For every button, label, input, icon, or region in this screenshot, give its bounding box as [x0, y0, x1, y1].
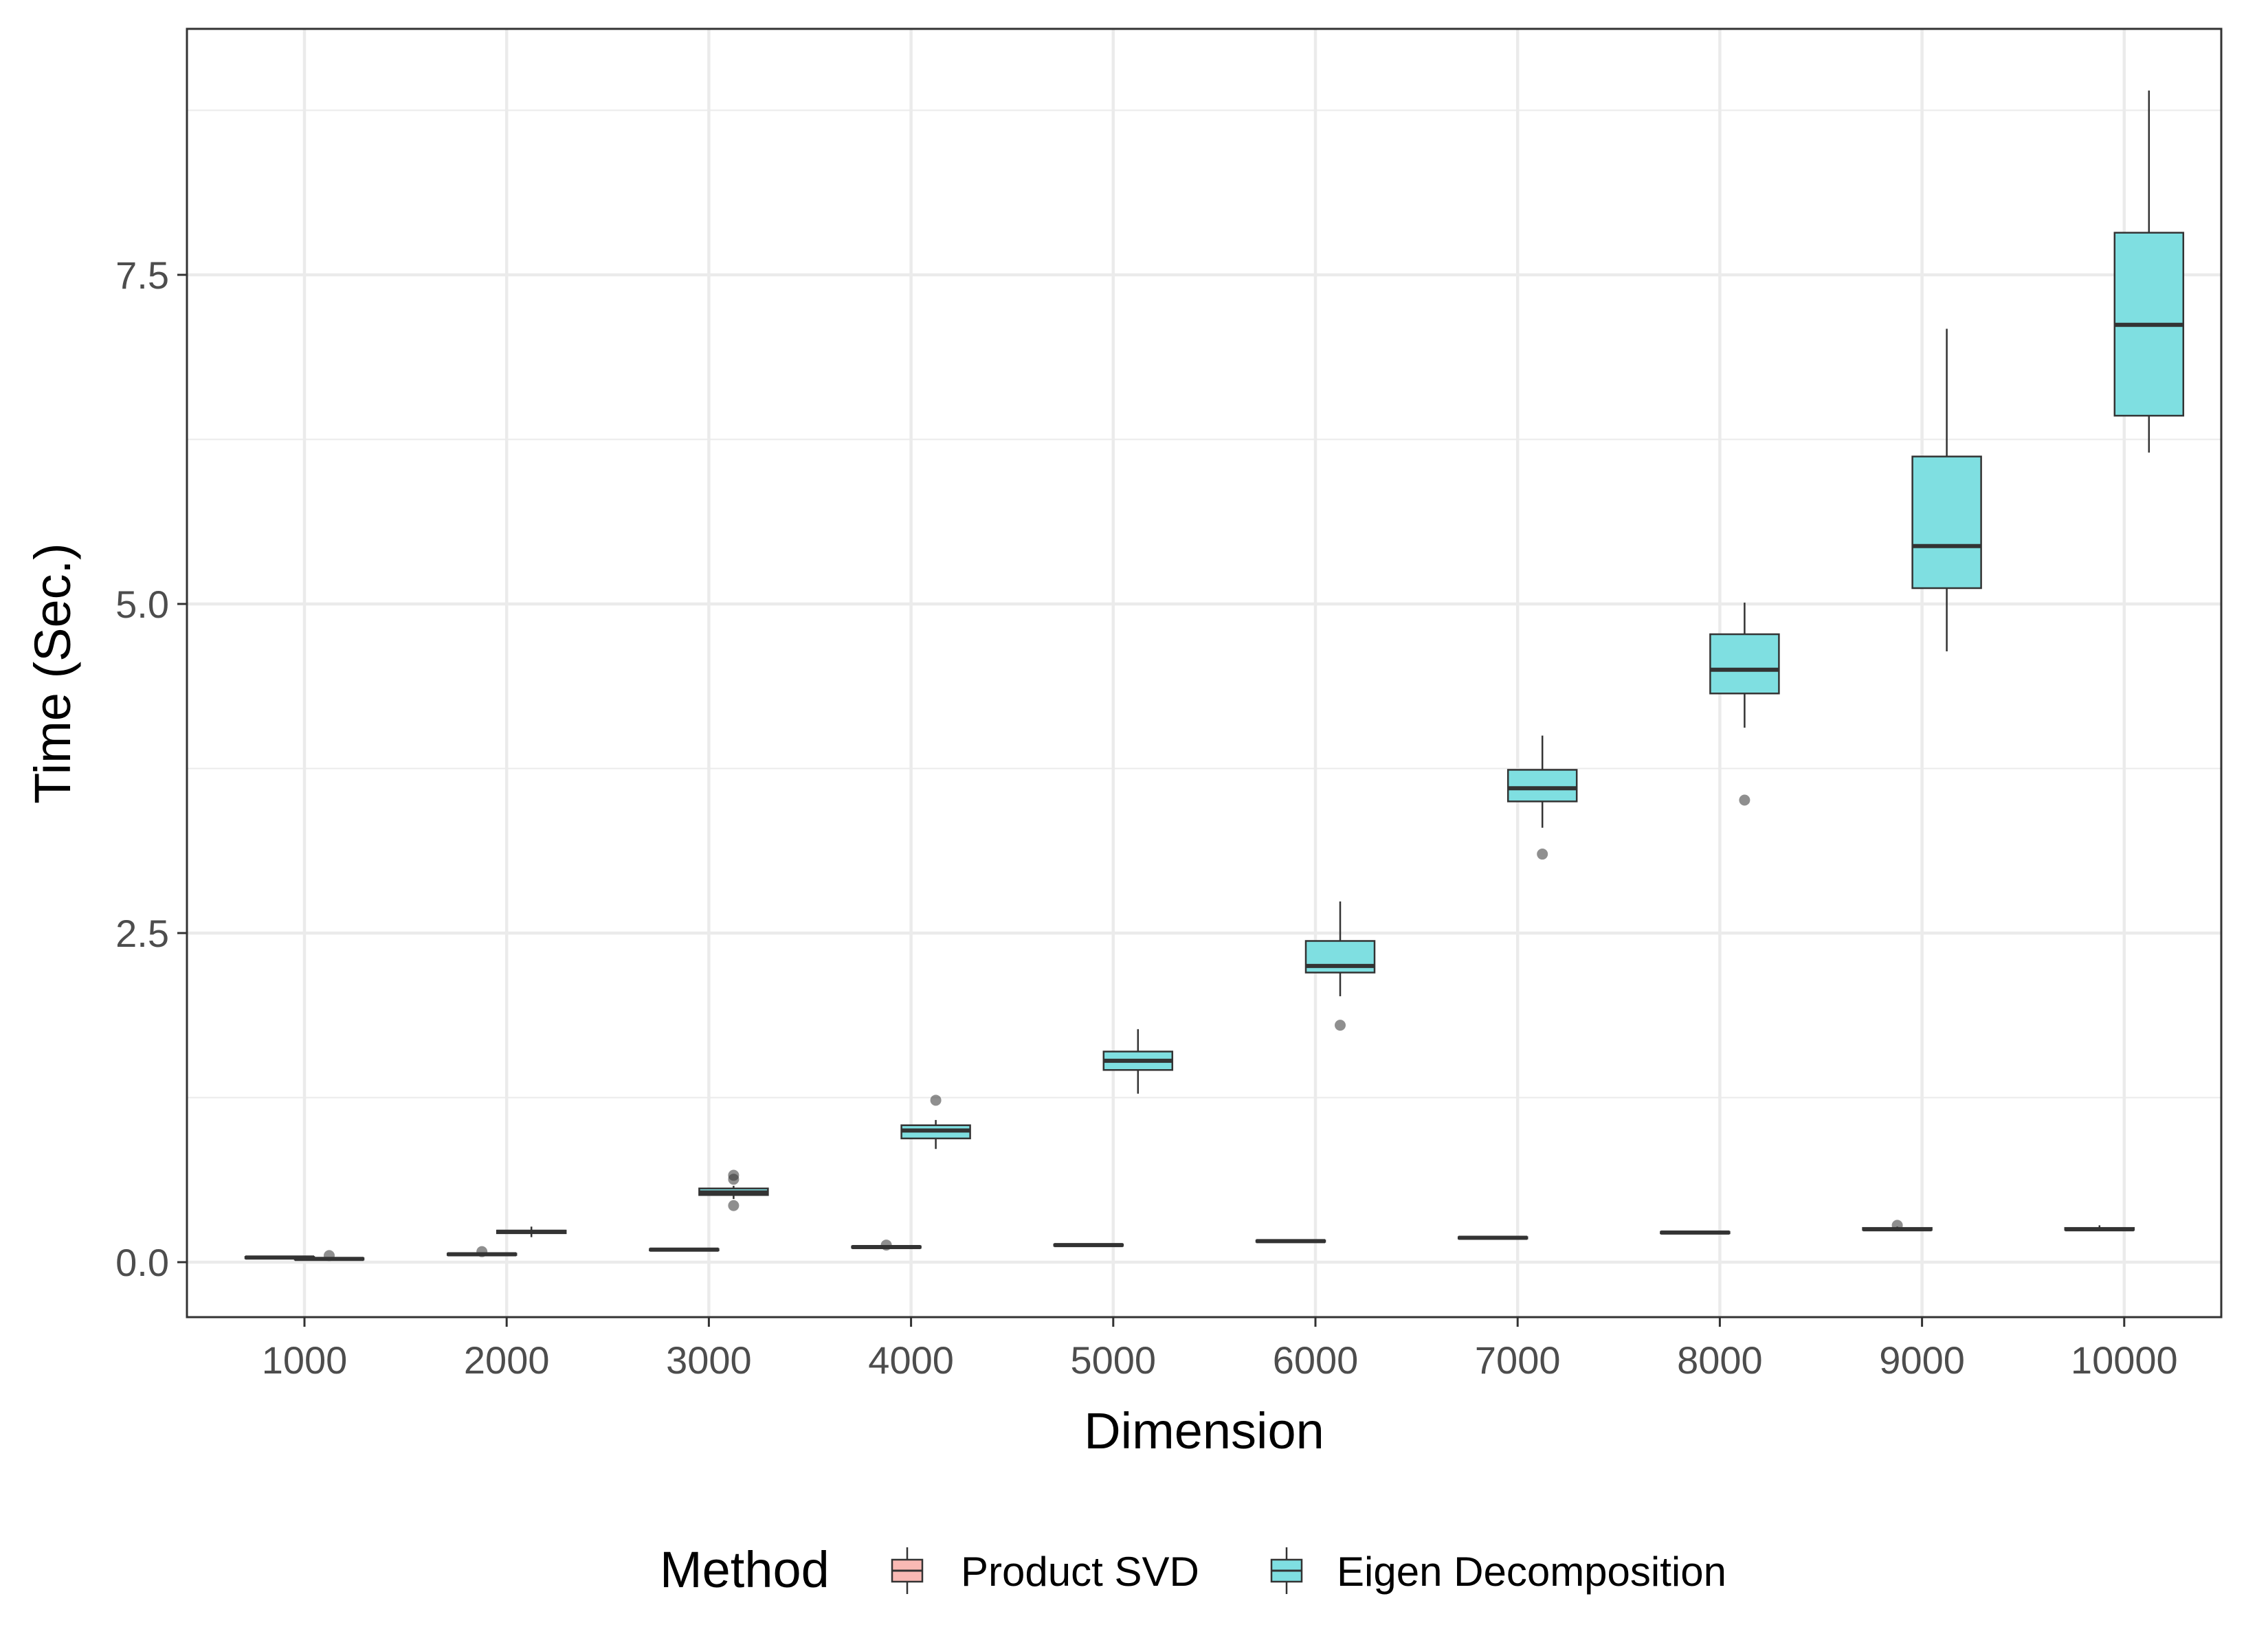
box-eigen-decomposition	[1709, 603, 1780, 806]
y-tick-label: 0.0	[115, 1241, 169, 1284]
outlier-point	[728, 1200, 740, 1211]
box-product-svd	[2064, 1225, 2135, 1232]
box-product-svd	[851, 1239, 922, 1251]
box-product-svd	[446, 1246, 518, 1257]
outlier-point	[1335, 1020, 1346, 1031]
box-product-svd	[1862, 1220, 1933, 1232]
box-eigen-decomposition	[1102, 1029, 1174, 1094]
outlier-point	[728, 1169, 740, 1181]
x-tick-label: 4000	[868, 1338, 954, 1382]
outlier-point	[1739, 794, 1750, 806]
outlier-point	[1537, 849, 1548, 860]
y-tick-label: 7.5	[115, 254, 169, 297]
outlier-point	[1891, 1220, 1903, 1231]
x-tick-label: 5000	[1071, 1338, 1157, 1382]
legend-label: Eigen Decomposition	[1337, 1549, 1726, 1595]
x-tick-label: 3000	[666, 1338, 752, 1382]
outlier-point	[324, 1250, 335, 1261]
box-eigen-decomposition	[2113, 90, 2185, 453]
box-eigen-decomposition	[1507, 735, 1578, 860]
box-body	[1911, 456, 1982, 590]
y-tick-label: 2.5	[115, 912, 169, 955]
major-gridlines	[187, 29, 2221, 1317]
x-tick-label: 10000	[2071, 1338, 2178, 1382]
box-product-svd	[1660, 1230, 1731, 1235]
box-eigen-decomposition	[293, 1250, 365, 1261]
minor-gridlines	[187, 109, 2221, 1099]
outlier-point	[930, 1095, 942, 1106]
box-product-svd	[1457, 1235, 1528, 1240]
x-axis-title: Dimension	[1084, 1402, 1324, 1459]
box-eigen-decomposition	[698, 1169, 769, 1211]
plot-panel-border	[186, 27, 2223, 1319]
box-product-svd	[649, 1247, 720, 1252]
x-tick-label: 1000	[262, 1338, 348, 1382]
x-tick-label: 6000	[1273, 1338, 1359, 1382]
plot-background	[187, 29, 2221, 1317]
box-eigen-decomposition	[1911, 328, 1982, 651]
x-tick-label: 2000	[464, 1338, 550, 1382]
box-eigen-decomposition	[900, 1095, 971, 1149]
legend-label: Product SVD	[961, 1549, 1199, 1595]
legend-item-product-svd: Product SVD	[891, 1547, 1199, 1595]
y-axis: 0.0 2.5 5.0 7.5	[115, 254, 187, 1284]
outlier-point	[476, 1246, 488, 1257]
y-tick-label: 5.0	[115, 583, 169, 626]
x-tick-label: 9000	[1879, 1338, 1965, 1382]
y-axis-title: Time (Sec.)	[24, 543, 81, 804]
legend-title: Method	[660, 1541, 830, 1598]
outlier-point	[880, 1239, 892, 1251]
x-axis: 1000 2000 3000 4000 5000 6000 7000 8000 9000 1000…	[262, 1317, 2178, 1382]
x-tick-label: 7000	[1475, 1338, 1561, 1382]
box-eigen-decomposition	[1304, 901, 1376, 1031]
box-body	[1709, 633, 1780, 695]
legend: Method Product SVD Eigen Decomposition	[660, 1541, 1726, 1598]
box-product-svd	[1053, 1243, 1124, 1248]
box-layer	[244, 90, 2185, 1261]
box-product-svd	[1255, 1239, 1326, 1244]
x-tick-label: 8000	[1677, 1338, 1763, 1382]
box-eigen-decomposition	[496, 1226, 567, 1237]
legend-item-eigen-decomposition: Eigen Decomposition	[1270, 1547, 1726, 1595]
box-body	[1507, 769, 1578, 803]
